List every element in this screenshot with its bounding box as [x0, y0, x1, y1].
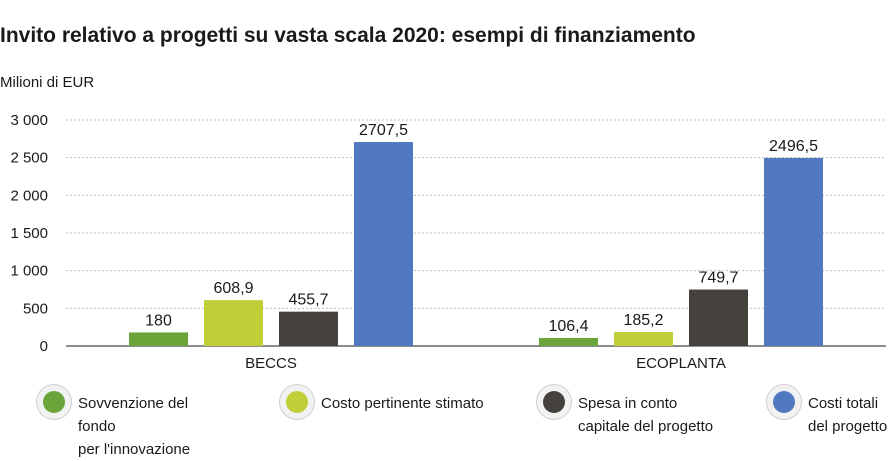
legend-label: Spesa in conto capitale del progetto — [578, 395, 714, 435]
legend-item-sovvenzione: Sovvenzione del fondo per l'innovazione — [36, 384, 228, 461]
bar-ecoplanta-2 — [689, 289, 748, 346]
bar-beccs-2 — [279, 311, 338, 346]
x-tick-label: ECOPLANTA — [636, 355, 726, 372]
data-label: 2496,5 — [769, 138, 818, 155]
legend-label: Sovvenzione del fondo per l'innovazione — [78, 395, 191, 458]
chart-title: Invito relativo a progetti su vasta scal… — [0, 24, 696, 47]
y-tick-label: 1 500 — [10, 225, 48, 242]
y-axis-unit-label: Milioni di EUR — [0, 74, 95, 91]
bar-beccs-0 — [129, 332, 188, 346]
legend-item-spesa-capitale: Spesa in conto capitale del progetto — [536, 384, 728, 438]
bar-beccs-1 — [204, 300, 263, 346]
x-axis-ticks: BECCS ECOPLANTA — [245, 355, 726, 372]
bar-ecoplanta-3 — [764, 157, 823, 346]
bars — [129, 142, 823, 346]
x-tick-label: BECCS — [245, 355, 297, 372]
data-label: 608,9 — [213, 280, 253, 297]
legend-item-costo-pertinente: Costo pertinente stimato — [279, 384, 501, 420]
y-axis-ticks: 0 500 1 000 1 500 2 000 2 500 3 000 — [10, 112, 48, 355]
y-tick-label: 1 000 — [10, 263, 48, 280]
y-tick-label: 500 — [23, 300, 48, 317]
legend-label: Costi totali del progetto — [808, 395, 888, 435]
bar-ecoplanta-0 — [539, 337, 598, 346]
grid-lines — [66, 119, 886, 347]
legend-item-costi-totali: Costi totali del progetto — [766, 384, 896, 438]
bar-chart: 0 500 1 000 1 500 2 000 2 500 3 000 180 608,9 45… — [10, 112, 886, 372]
bar-ecoplanta-1 — [614, 332, 673, 346]
data-label: 180 — [145, 312, 172, 329]
legend-swatch-icon — [279, 384, 315, 420]
y-tick-label: 2 000 — [10, 187, 48, 204]
legend: Sovvenzione del fondo per l'innovazione … — [0, 384, 896, 458]
y-tick-label: 0 — [40, 338, 48, 355]
data-label: 2707,5 — [359, 122, 408, 139]
data-label: 749,7 — [698, 270, 738, 287]
data-label: 455,7 — [288, 292, 328, 309]
y-tick-label: 2 500 — [10, 150, 48, 167]
data-labels: 180 608,9 455,7 2707,5 106,4 185,2 749,7 2496,5 — [145, 122, 818, 335]
legend-label: Costo pertinente stimato — [321, 395, 484, 412]
bar-beccs-3 — [354, 142, 413, 346]
data-label: 185,2 — [623, 312, 663, 329]
y-tick-label: 3 000 — [10, 112, 48, 129]
legend-swatch-icon — [36, 384, 72, 420]
legend-swatch-icon — [766, 384, 802, 420]
legend-swatch-icon — [536, 384, 572, 420]
data-label: 106,4 — [548, 318, 588, 335]
